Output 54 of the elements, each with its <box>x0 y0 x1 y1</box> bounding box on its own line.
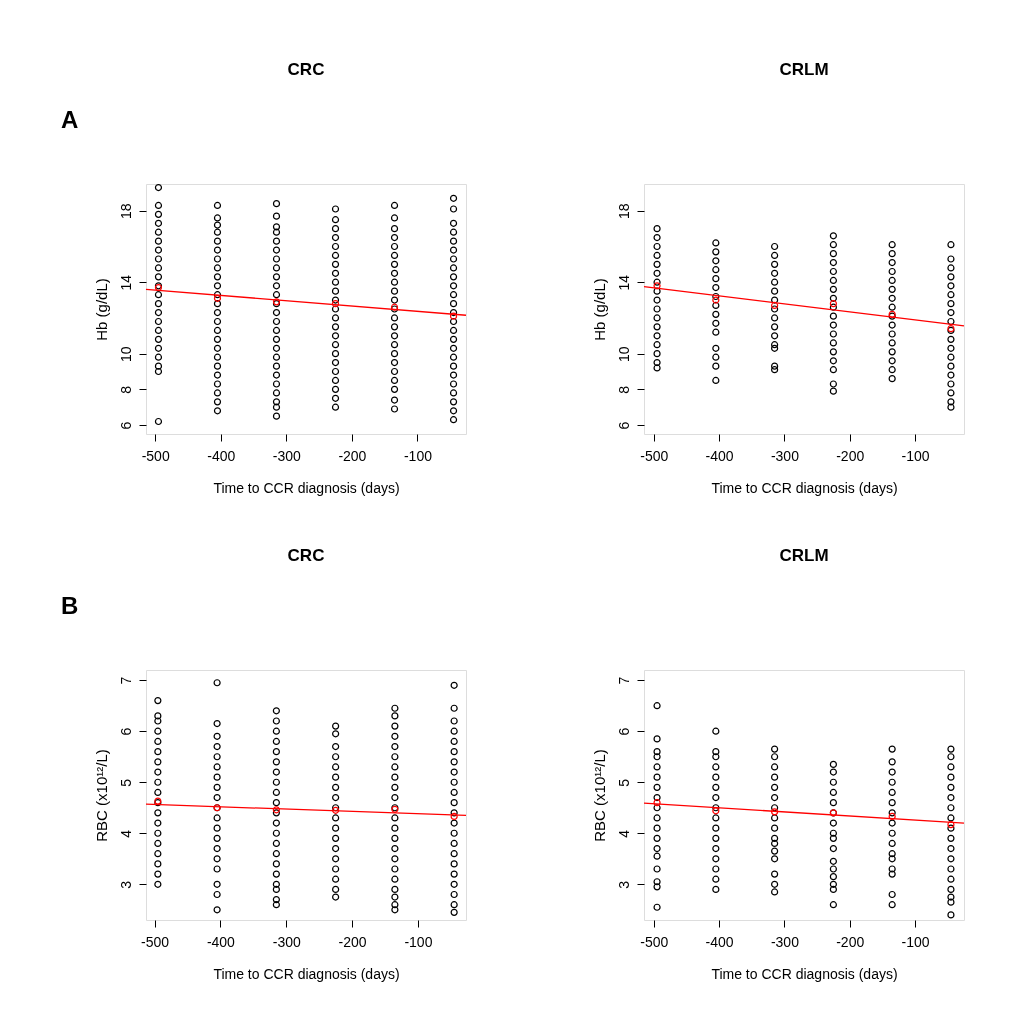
y-tick-label: 4 <box>615 829 632 838</box>
y-tick-label: 5 <box>117 778 134 787</box>
chart-title: CRC <box>287 60 325 79</box>
x-tick-label: -200 <box>836 933 865 950</box>
y-axis-title: RBC (x10¹²/L) <box>92 749 110 842</box>
x-axis-title: Time to CCR diagnosis (days) <box>213 479 400 496</box>
x-axis-title: Time to CCR diagnosis (days) <box>213 965 400 982</box>
x-tick-label: -400 <box>207 447 236 464</box>
x-tick-label: -100 <box>404 933 433 950</box>
y-tick-label: 6 <box>615 727 632 736</box>
x-tick-label: -400 <box>705 447 734 464</box>
x-tick-label: -500 <box>640 447 669 464</box>
x-axis-title: Time to CCR diagnosis (days) <box>711 479 898 496</box>
x-tick-label: -200 <box>338 933 367 950</box>
x-tick-label: -200 <box>836 447 865 464</box>
text: B <box>61 592 79 619</box>
y-axis-title: Hb (g/dL) <box>92 278 110 341</box>
chart-title: CRC <box>287 546 325 565</box>
y-tick-label: 6 <box>615 421 632 430</box>
y-tick-label: 3 <box>615 880 632 889</box>
x-tick-label: -100 <box>901 933 930 950</box>
y-tick-label: 5 <box>615 778 632 787</box>
y-axis-title: Hb (g/dL) <box>590 278 608 341</box>
chart-title: CRLM <box>779 546 829 565</box>
x-tick-label: -300 <box>770 933 800 950</box>
x-tick-label: -100 <box>901 447 930 464</box>
x-tick-label: -500 <box>141 933 170 950</box>
x-tick-label: -300 <box>272 447 302 464</box>
x-tick-label: -500 <box>141 447 170 464</box>
y-tick-label: 14 <box>117 274 134 291</box>
x-tick-label: -200 <box>338 447 367 464</box>
y-axis-title: RBC (x10¹²/L) <box>590 749 608 842</box>
y-tick-label: 8 <box>117 385 134 394</box>
x-tick-label: -300 <box>770 447 800 464</box>
y-tick-label: 18 <box>615 203 632 220</box>
x-axis-title: Time to CCR diagnosis (days) <box>711 965 898 982</box>
y-tick-label: 7 <box>615 676 632 685</box>
y-tick-label: 8 <box>615 385 632 394</box>
text: A <box>61 106 79 133</box>
x-tick-label: -300 <box>272 933 301 950</box>
x-tick-label: -500 <box>640 933 669 950</box>
y-tick-label: 10 <box>117 346 134 362</box>
x-tick-label: -100 <box>403 447 433 464</box>
x-tick-label: -400 <box>705 933 734 950</box>
y-tick-label: 6 <box>117 727 134 736</box>
y-tick-label: 4 <box>117 829 134 838</box>
y-tick-label: 7 <box>117 676 134 685</box>
x-tick-label: -400 <box>206 933 236 950</box>
y-tick-label: 3 <box>117 880 134 889</box>
y-tick-label: 6 <box>117 421 134 430</box>
chart-title: CRLM <box>779 60 829 79</box>
y-tick-label: 14 <box>615 274 632 291</box>
y-tick-label: 18 <box>117 203 134 220</box>
y-tick-label: 10 <box>615 346 632 362</box>
